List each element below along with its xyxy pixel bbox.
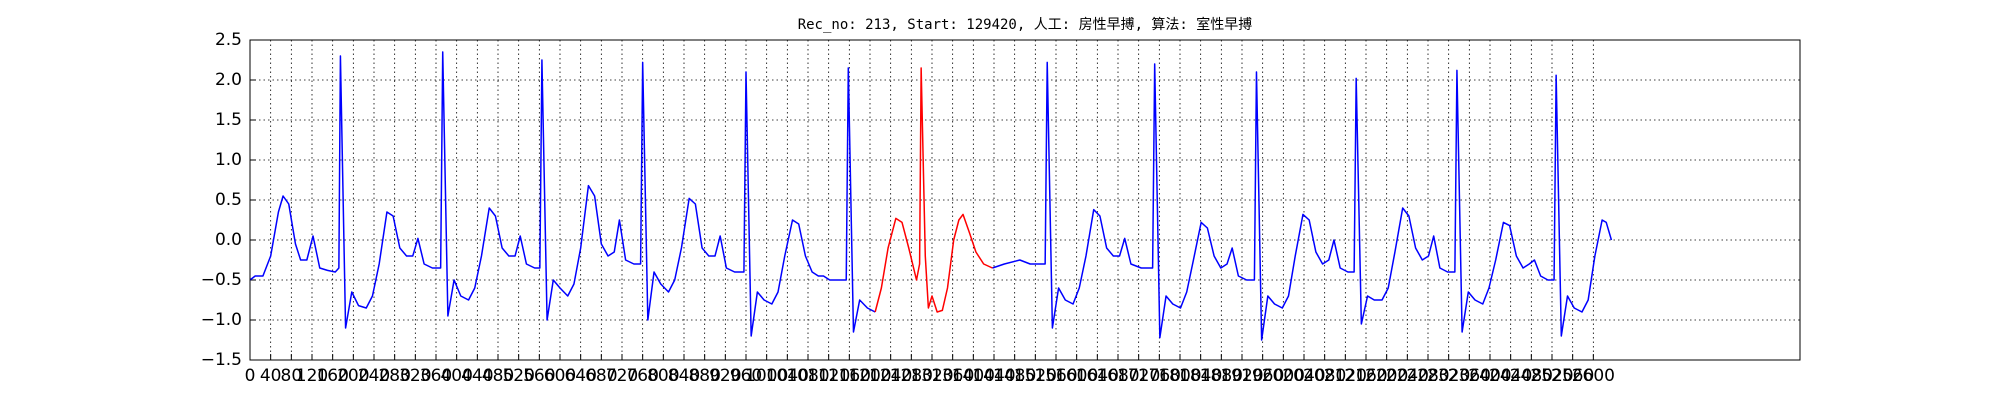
x-tick-label: 2200 (1365, 366, 1408, 386)
x-tick-label: 1360 (931, 366, 974, 386)
x-tick-label: 120 (296, 366, 328, 386)
x-tick-label: 1720 (1117, 366, 1160, 386)
x-tick-label: 0 (245, 366, 256, 386)
x-tick-label: 240 (358, 366, 390, 386)
x-tick-label: 400 (440, 366, 472, 386)
x-tick-label: 1880 (1200, 366, 1243, 386)
x-tick-label: 640 (564, 366, 596, 386)
x-tick-label: 1240 (869, 366, 912, 386)
x-tick-label: 2440 (1489, 366, 1532, 386)
x-tick-label: 2160 (1344, 366, 1387, 386)
x-tick-label: 320 (399, 366, 431, 386)
x-tick-label: 560 (523, 366, 555, 386)
x-tick-label: 880 (688, 366, 720, 386)
x-tick-label: 1920 (1220, 366, 1263, 386)
y-tick-label: 2.0 (215, 70, 242, 90)
x-tick-label: 1280 (890, 366, 933, 386)
x-tick-label: 2080 (1303, 366, 1346, 386)
x-tick-label: 2280 (1406, 366, 1449, 386)
x-tick-label: 1400 (952, 366, 995, 386)
y-tick-label: −0.5 (201, 270, 242, 290)
x-tick-label: 600 (544, 366, 576, 386)
x-tick-label: 80 (281, 366, 303, 386)
y-tick-label: 0.0 (215, 230, 242, 250)
x-tick-label: 1560 (1034, 366, 1077, 386)
x-tick-label: 2360 (1448, 366, 1491, 386)
x-tick-label: 840 (668, 366, 700, 386)
x-tick-label: 40 (260, 366, 282, 386)
y-tick-label: 1.5 (215, 110, 242, 130)
y-tick-label: 2.5 (215, 30, 242, 50)
x-tick-label: 2480 (1510, 366, 1553, 386)
x-tick-label: 440 (461, 366, 493, 386)
y-tick-label: 1.0 (215, 150, 242, 170)
x-tick-label: 2000 (1262, 366, 1305, 386)
x-tick-label: 2600 (1572, 366, 1615, 386)
x-tick-label: 720 (606, 366, 638, 386)
x-tick-label: 1840 (1179, 366, 1222, 386)
x-tick-label: 1040 (766, 366, 809, 386)
plot-frame (249, 39, 1801, 361)
x-tick-label: 280 (378, 366, 410, 386)
chart-title: Rec_no: 213, Start: 129420, 人工: 房性早搏, 算法… (798, 16, 1253, 33)
x-tick-label: 480 (482, 366, 514, 386)
x-tick-label: 360 (420, 366, 452, 386)
x-tick-label: 2520 (1530, 366, 1573, 386)
x-tick-label: 1520 (1014, 366, 1057, 386)
y-tick-label: −1.0 (201, 310, 242, 330)
x-tick-label: 1080 (786, 366, 829, 386)
x-tick-label: 1000 (745, 366, 788, 386)
x-tick-label: 1600 (1055, 366, 1098, 386)
x-tick-label: 760 (626, 366, 658, 386)
x-tick-label: 2320 (1427, 366, 1470, 386)
x-tick-label: 1960 (1241, 366, 1284, 386)
x-tick-label: 1200 (848, 366, 891, 386)
x-tick-label: 800 (647, 366, 679, 386)
x-tick-label: 200 (337, 366, 369, 386)
series-line (249, 51, 1613, 341)
x-tick-label: 1480 (993, 366, 1036, 386)
x-tick-label: 2400 (1468, 366, 1511, 386)
x-tick-label: 2040 (1282, 366, 1325, 386)
x-tick-label: 1640 (1076, 366, 1119, 386)
x-tick-label: 1680 (1096, 366, 1139, 386)
x-tick-label: 2120 (1324, 366, 1367, 386)
x-tick-label: 680 (585, 366, 617, 386)
x-tick-label: 520 (502, 366, 534, 386)
series-line (874, 67, 993, 313)
y-tick-label: −1.5 (201, 350, 242, 370)
y-tick-label: 0.5 (215, 190, 242, 210)
x-tick-label: 920 (709, 366, 741, 386)
x-tick-label: 160 (316, 366, 348, 386)
x-tick-label: 2240 (1386, 366, 1429, 386)
x-tick-label: 1440 (972, 366, 1015, 386)
x-tick-label: 2560 (1551, 366, 1594, 386)
x-tick-label: 1160 (828, 366, 871, 386)
x-tick-label: 1120 (807, 366, 850, 386)
x-tick-label: 960 (730, 366, 762, 386)
x-tick-label: 1760 (1138, 366, 1181, 386)
x-tick-label: 1800 (1158, 366, 1201, 386)
x-tick-label: 1320 (910, 366, 953, 386)
